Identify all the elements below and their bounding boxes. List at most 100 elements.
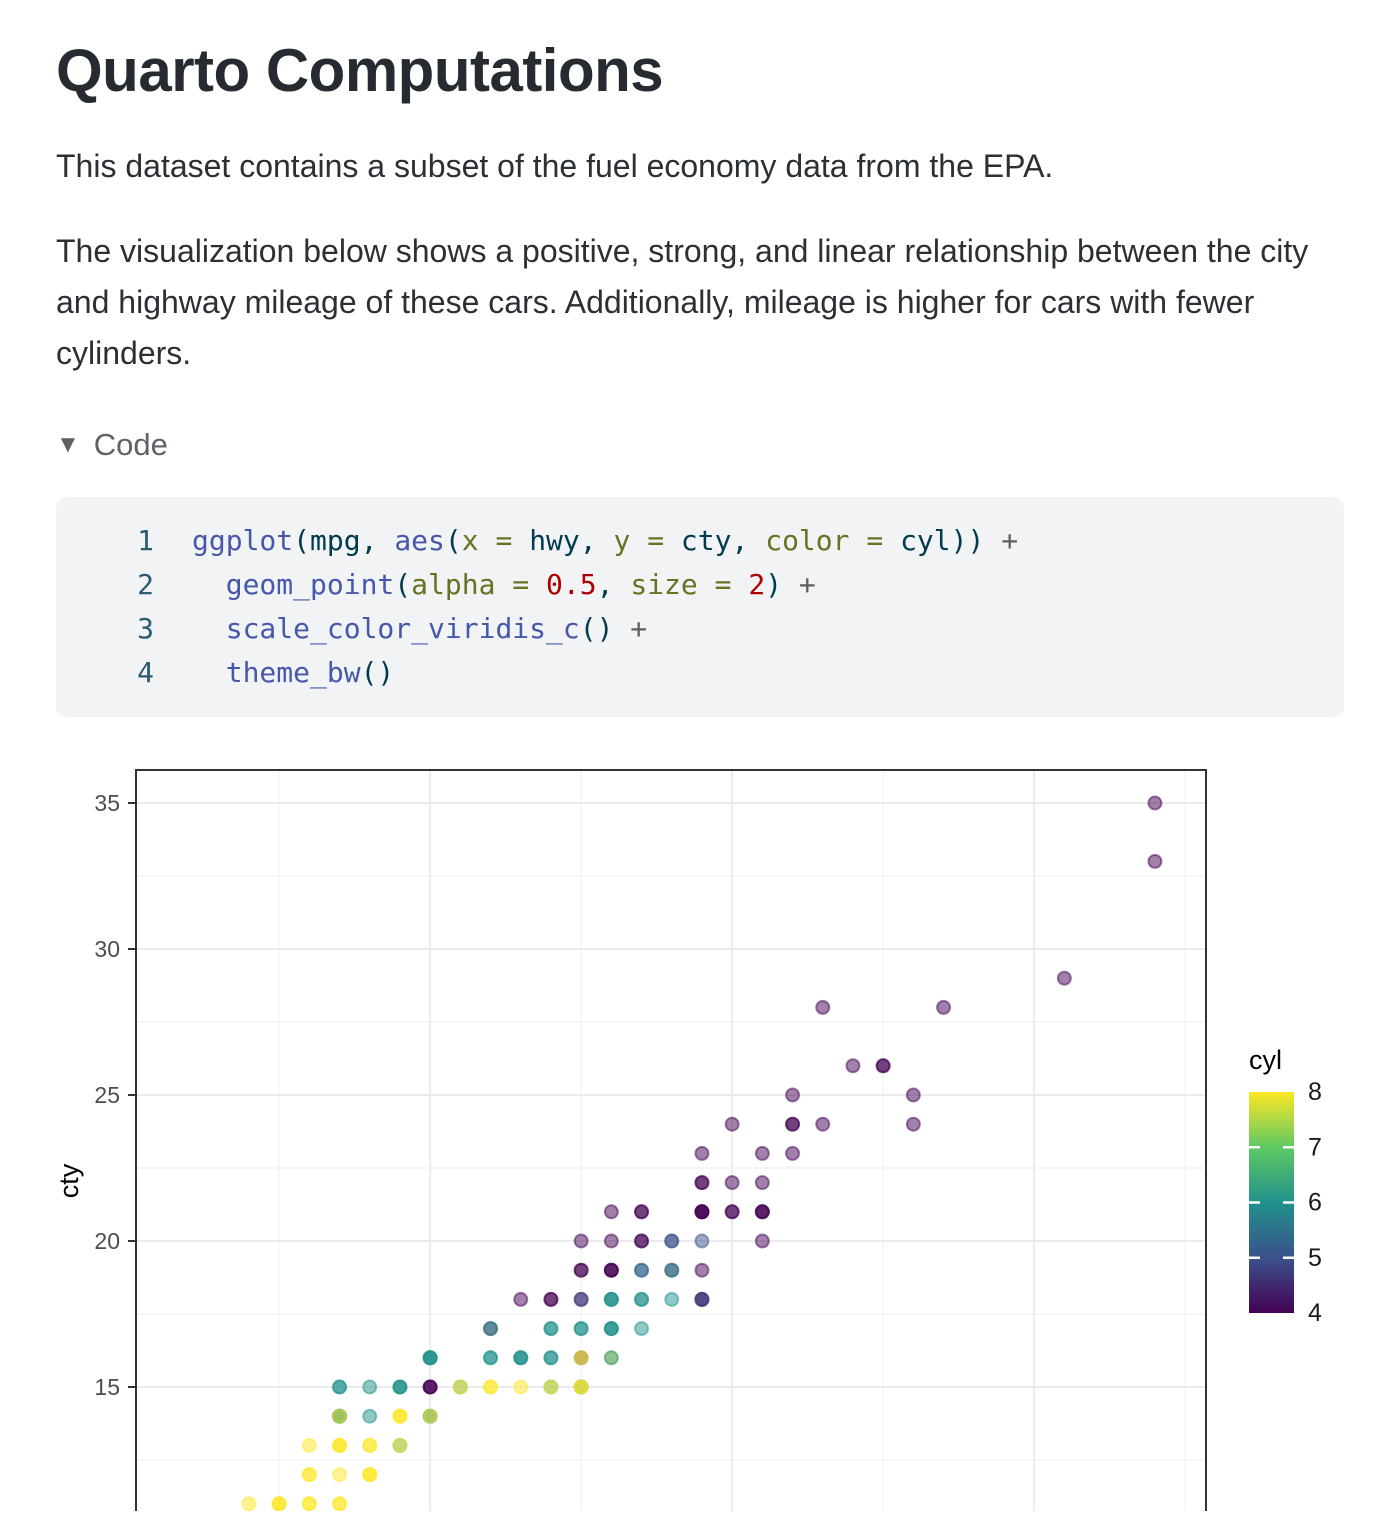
- plot-figure: 35 30 25 20 15 cty cyl 8 7 6 5 4: [54, 766, 1344, 1536]
- data-point: [694, 1291, 710, 1307]
- data-point: [301, 1496, 317, 1512]
- paragraph-visualization: The visualization below shows a positive…: [56, 233, 1309, 371]
- legend-label: 5: [1308, 1244, 1322, 1272]
- scatter-plot-svg: 35 30 25 20 15 cty cyl 8 7 6 5 4: [54, 769, 1322, 1536]
- panel-border: [135, 769, 1207, 1536]
- data-point: [362, 1408, 378, 1424]
- data-point: [603, 1321, 619, 1337]
- scatter-points: [241, 795, 1163, 1512]
- data-point: [573, 1350, 589, 1366]
- y-tick-label: 25: [94, 1082, 120, 1108]
- data-point: [362, 1467, 378, 1483]
- code-fold-toggle[interactable]: ▼ Code: [56, 427, 1344, 463]
- data-point: [573, 1379, 589, 1395]
- data-point: [1147, 853, 1163, 869]
- data-point: [724, 1175, 740, 1191]
- legend-label: 4: [1308, 1299, 1322, 1327]
- document-body: Quarto Computations This dataset contain…: [0, 36, 1400, 1536]
- data-point: [634, 1262, 650, 1278]
- code-line-text: ggplot(mpg, aes(x = hwy, y = cty, color …: [192, 524, 1019, 557]
- data-point: [1147, 795, 1163, 811]
- data-point: [422, 1379, 438, 1395]
- data-point: [573, 1291, 589, 1307]
- data-point: [362, 1379, 378, 1395]
- data-point: [724, 1204, 740, 1220]
- plot-panel: [136, 770, 1206, 1536]
- data-point: [422, 1408, 438, 1424]
- disclosure-triangle-icon: ▼: [56, 431, 80, 458]
- code-line-text: scale_color_viridis_c() +: [225, 612, 648, 645]
- data-point: [573, 1321, 589, 1337]
- data-point: [483, 1379, 499, 1395]
- data-point: [815, 1116, 831, 1132]
- data-point: [241, 1496, 257, 1512]
- y-axis-title: cty: [56, 1163, 84, 1198]
- data-point: [301, 1437, 317, 1453]
- legend-cyl: cyl 8 7 6 5 4: [1249, 1045, 1322, 1327]
- y-tick-label: 35: [94, 790, 120, 816]
- code-line-number: 4: [137, 656, 154, 689]
- data-point: [694, 1145, 710, 1161]
- y-axis-labels: 35 30 25 20 15: [94, 790, 120, 1400]
- data-point: [392, 1408, 408, 1424]
- data-point: [754, 1233, 770, 1249]
- paragraph-dataset: This dataset contains a subset of the fu…: [56, 148, 1054, 184]
- data-point: [875, 1058, 891, 1074]
- data-point: [754, 1145, 770, 1161]
- data-point: [332, 1379, 348, 1395]
- data-point: [332, 1467, 348, 1483]
- y-axis-ticks: [128, 801, 136, 1388]
- code-lines: 1 ggplot(mpg, aes(x = hwy, y = cty, color…: [80, 519, 1320, 695]
- data-point: [845, 1058, 861, 1074]
- legend-label: 7: [1308, 1133, 1322, 1161]
- data-point: [271, 1496, 287, 1512]
- y-tick-label: 30: [94, 936, 120, 962]
- data-point: [301, 1467, 317, 1483]
- data-point: [543, 1291, 559, 1307]
- y-tick-label: 20: [94, 1228, 120, 1254]
- data-point: [603, 1204, 619, 1220]
- grid-major: [136, 770, 1206, 1536]
- data-point: [634, 1321, 650, 1337]
- data-point: [785, 1087, 801, 1103]
- legend-title: cyl: [1249, 1045, 1282, 1075]
- data-point: [603, 1262, 619, 1278]
- data-point: [422, 1350, 438, 1366]
- code-line-text: theme_bw(): [225, 656, 395, 689]
- data-point: [694, 1204, 710, 1220]
- data-point: [362, 1437, 378, 1453]
- data-point: [573, 1233, 589, 1249]
- data-point: [603, 1350, 619, 1366]
- data-point: [634, 1291, 650, 1307]
- data-point: [392, 1437, 408, 1453]
- code-line: 2 geom_point(alpha = 0.5, size = 2) +: [80, 563, 1320, 607]
- data-point: [905, 1087, 921, 1103]
- code-line: 1 ggplot(mpg, aes(x = hwy, y = cty, color…: [80, 519, 1320, 563]
- y-tick-label: 15: [94, 1374, 120, 1400]
- code-line-number: 2: [137, 568, 154, 601]
- data-point: [664, 1233, 680, 1249]
- data-point: [452, 1379, 468, 1395]
- legend-label: 6: [1308, 1189, 1322, 1217]
- code-fold-label: Code: [93, 427, 168, 462]
- data-point: [694, 1233, 710, 1249]
- data-point: [754, 1204, 770, 1220]
- code-line-text: geom_point(alpha = 0.5, size = 2) +: [225, 568, 816, 601]
- data-point: [573, 1262, 589, 1278]
- code-line-number: 1: [137, 524, 154, 557]
- code-line: 3 scale_color_viridis_c() +: [80, 607, 1320, 651]
- data-point: [332, 1437, 348, 1453]
- data-point: [513, 1350, 529, 1366]
- data-point: [785, 1145, 801, 1161]
- data-point: [543, 1350, 559, 1366]
- code-line-number: 3: [137, 612, 154, 645]
- data-point: [483, 1350, 499, 1366]
- data-point: [332, 1408, 348, 1424]
- data-point: [724, 1116, 740, 1132]
- data-point: [513, 1291, 529, 1307]
- grid-minor: [136, 770, 1206, 1536]
- data-point: [754, 1175, 770, 1191]
- data-point: [1056, 970, 1072, 986]
- data-point: [634, 1204, 650, 1220]
- code-block: 1 ggplot(mpg, aes(x = hwy, y = cty, color…: [56, 497, 1344, 717]
